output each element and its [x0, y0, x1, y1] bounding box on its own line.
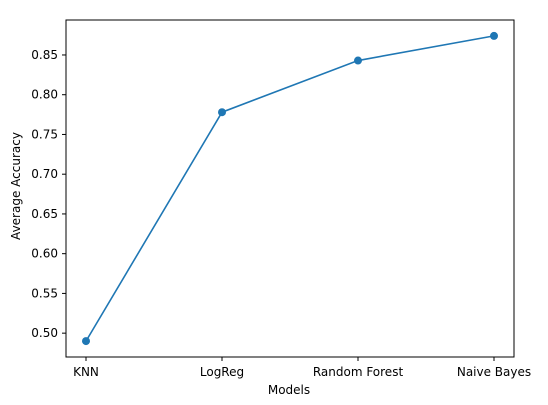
y-tick-label: 0.65: [31, 207, 58, 221]
x-tick-label: Random Forest: [313, 365, 404, 379]
data-point: [490, 31, 498, 40]
data-point: [354, 56, 362, 65]
y-tick-label: 0.80: [31, 88, 58, 102]
y-tick-label: 0.85: [31, 48, 58, 62]
y-tick-label: 0.55: [31, 286, 58, 300]
x-axis: KNN LogReg Random Forest Naive Bayes: [73, 357, 531, 379]
plot-area: [65, 19, 515, 358]
x-tick-label: Naive Bayes: [457, 365, 531, 379]
y-tick-label: 0.70: [31, 167, 58, 181]
y-axis: 0.50 0.55 0.60 0.65 0.70 0.75 0.80 0.85: [31, 48, 66, 340]
y-tick-label: 0.75: [31, 127, 58, 141]
y-tick-label: 0.50: [31, 326, 58, 340]
plot-frame: [65, 19, 515, 358]
x-tick-label: LogReg: [200, 365, 244, 379]
data-point: [82, 337, 90, 346]
series-line: [85, 35, 495, 342]
series-layer: [82, 31, 498, 346]
y-axis-label: Average Accuracy: [9, 132, 23, 240]
x-tick-label: KNN: [73, 365, 99, 379]
x-axis-label: Models: [268, 383, 310, 397]
data-point: [218, 108, 226, 117]
y-tick-label: 0.60: [31, 247, 58, 261]
